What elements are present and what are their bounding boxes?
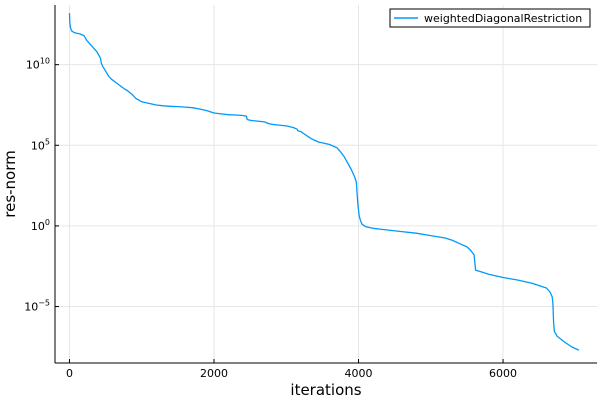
legend-label: weightedDiagonalRestriction	[424, 12, 582, 25]
x-tick-label: 6000	[489, 367, 517, 380]
x-axis-label: iterations	[290, 381, 361, 399]
y-tick-base: 10	[26, 59, 40, 72]
y-tick-label: 100	[31, 218, 50, 233]
x-tick-label: 4000	[345, 367, 373, 380]
y-tick-base: 10	[24, 301, 38, 314]
y-tick-exponent: 10	[40, 57, 50, 66]
y-tick-label: 10−5	[24, 299, 50, 314]
y-tick-base: 10	[31, 220, 45, 233]
axes	[54, 5, 597, 364]
legend: weightedDiagonalRestriction	[389, 8, 591, 28]
y-tick-label: 1010	[26, 57, 50, 72]
x-tick-label: 0	[66, 367, 73, 380]
legend-box	[389, 8, 591, 28]
grid	[55, 5, 597, 363]
y-tick-label: 105	[31, 137, 50, 152]
y-tick-exponent: 5	[45, 137, 50, 146]
y-axis-label: res-norm	[1, 150, 19, 218]
y-tick-exponent: −5	[38, 299, 50, 308]
series-line	[68, 13, 580, 351]
x-tick-label: 2000	[200, 367, 228, 380]
y-tick-base: 10	[31, 139, 45, 152]
y-tick-exponent: 0	[45, 218, 50, 227]
series-lines	[68, 13, 580, 351]
